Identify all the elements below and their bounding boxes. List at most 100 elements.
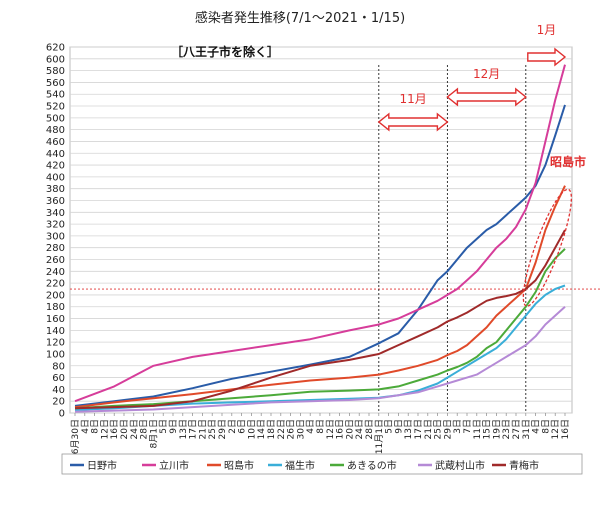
y-tick-label: 580 — [46, 66, 65, 77]
y-tick-label: 180 — [46, 302, 65, 313]
y-tick-label: 440 — [46, 149, 65, 160]
y-tick-label: 280 — [46, 243, 65, 254]
x-tick-label: 30日 — [295, 419, 306, 439]
x-tick-label: 8月1日 — [148, 419, 159, 448]
series-line-3 — [74, 284, 566, 411]
series-line-2 — [74, 185, 566, 409]
legend-entry: 日野市 — [87, 459, 117, 472]
series-line-5 — [74, 305, 566, 413]
x-tick-label: 9日 — [168, 419, 179, 434]
x-tick-label: 23日 — [501, 419, 512, 439]
x-tick-label: 24日 — [354, 419, 365, 439]
x-tick-label: 31日 — [521, 419, 532, 439]
x-tick-label: 29日 — [442, 419, 453, 439]
y-tick-label: 140 — [46, 326, 65, 337]
period-label: 11月 — [399, 92, 426, 106]
y-tick-label: 500 — [46, 113, 65, 124]
x-tick-label: 21日 — [423, 419, 434, 439]
x-tick-label: 24日 — [129, 419, 140, 439]
x-tick-label: 12日 — [550, 419, 561, 439]
x-tick-label: 6日 — [237, 419, 248, 434]
x-tick-label: 28日 — [139, 419, 150, 439]
x-tick-label: 27日 — [511, 419, 522, 439]
y-tick-label: 20 — [52, 397, 65, 408]
x-tick-label: 22日 — [276, 419, 287, 439]
x-tick-label: 14日 — [256, 419, 267, 439]
x-tick-label: 29日 — [217, 419, 228, 439]
period-arrow — [446, 87, 527, 107]
x-tick-label: 17日 — [188, 419, 199, 439]
legend-entry: あきるの市 — [347, 459, 397, 472]
x-tick-label: 13日 — [403, 419, 414, 439]
x-tick-label: 18日 — [266, 419, 277, 439]
legend-entry: 昭島市 — [224, 459, 254, 472]
chart-subtitle: ［八王子市を除く］ — [171, 44, 279, 59]
series-line-6 — [74, 229, 566, 410]
highlight-ellipse — [522, 188, 573, 307]
y-tick-label: 220 — [46, 279, 65, 290]
x-tick-label: 17日 — [413, 419, 424, 439]
x-tick-label: 25日 — [207, 419, 218, 439]
y-tick-label: 420 — [46, 161, 65, 172]
series-line-4 — [74, 248, 566, 410]
y-tick-label: 100 — [46, 349, 65, 360]
x-tick-label: 7日 — [462, 419, 473, 434]
y-tick-label: 60 — [52, 373, 65, 384]
x-tick-label: 5日 — [158, 419, 169, 434]
x-tick-label: 28日 — [364, 419, 375, 439]
x-tick-label: 11日 — [472, 419, 483, 439]
y-tick-label: 300 — [46, 231, 65, 242]
y-tick-label: 400 — [46, 172, 65, 183]
y-tick-label: 360 — [46, 196, 65, 207]
period-label: 12月 — [473, 67, 500, 81]
legend-entry: 武蔵村山市 — [435, 459, 485, 472]
period-arrow — [377, 112, 449, 132]
y-tick-label: 600 — [46, 54, 65, 65]
legend-entry: 立川市 — [159, 459, 189, 472]
y-tick-label: 240 — [46, 267, 65, 278]
x-tick-label: 10日 — [246, 419, 257, 439]
x-tick-label: 26日 — [286, 419, 297, 439]
legend-entry: 福生市 — [285, 459, 315, 472]
x-tick-label: 6月30日 — [70, 419, 81, 454]
chart-title: 感染者発生推移(7/1～2021・1/15) — [195, 10, 405, 26]
y-tick-label: 320 — [46, 220, 65, 231]
legend: 日野市 立川市 昭島市 福生市 あきるの市 武蔵村山市 青梅市 — [61, 453, 583, 475]
x-tick-label: 16日 — [335, 419, 346, 439]
x-tick-label: 8日 — [315, 419, 326, 434]
x-tick-label: 15日 — [482, 419, 493, 439]
y-tick-label: 520 — [46, 102, 65, 113]
y-tick-label: 40 — [52, 385, 65, 396]
x-tick-label: 4日 — [80, 419, 91, 434]
y-tick-label: 260 — [46, 255, 65, 266]
x-tick-label: 16日 — [109, 419, 120, 439]
y-tick-label: 560 — [46, 78, 65, 89]
series-line-1 — [74, 64, 566, 403]
y-axis-ticks: 0204060801001201401601802002202402602803… — [46, 43, 65, 420]
series-lines — [74, 64, 566, 413]
x-tick-label: 16日 — [560, 419, 571, 439]
x-tick-label: 13日 — [178, 419, 189, 439]
x-tick-label: 12日 — [99, 419, 110, 439]
y-tick-label: 340 — [46, 208, 65, 219]
y-tick-label: 380 — [46, 184, 65, 195]
y-tick-label: 480 — [46, 125, 65, 136]
x-tick-label: 4日 — [305, 419, 316, 434]
y-tick-label: 160 — [46, 314, 65, 325]
x-tick-label: 2日 — [227, 419, 238, 434]
x-tick-label: 25日 — [433, 419, 444, 439]
x-tick-label: 8日 — [540, 419, 551, 434]
x-tick-label: 11月1日 — [374, 419, 385, 454]
plot-area-border — [69, 46, 573, 414]
x-axis-ticks: 6月30日 4日 8日 12日 16日 20日 24日 28日 8月1日 5日 9日 13日 17日 21… — [70, 413, 571, 454]
x-tick-label: 4日 — [531, 419, 542, 434]
x-tick-label: 12日 — [325, 419, 336, 439]
x-tick-label: 8日 — [90, 419, 101, 434]
legend-box — [61, 453, 583, 475]
series-line-0 — [74, 104, 566, 407]
x-tick-label: 3日 — [452, 419, 463, 434]
y-tick-label: 120 — [46, 338, 65, 349]
